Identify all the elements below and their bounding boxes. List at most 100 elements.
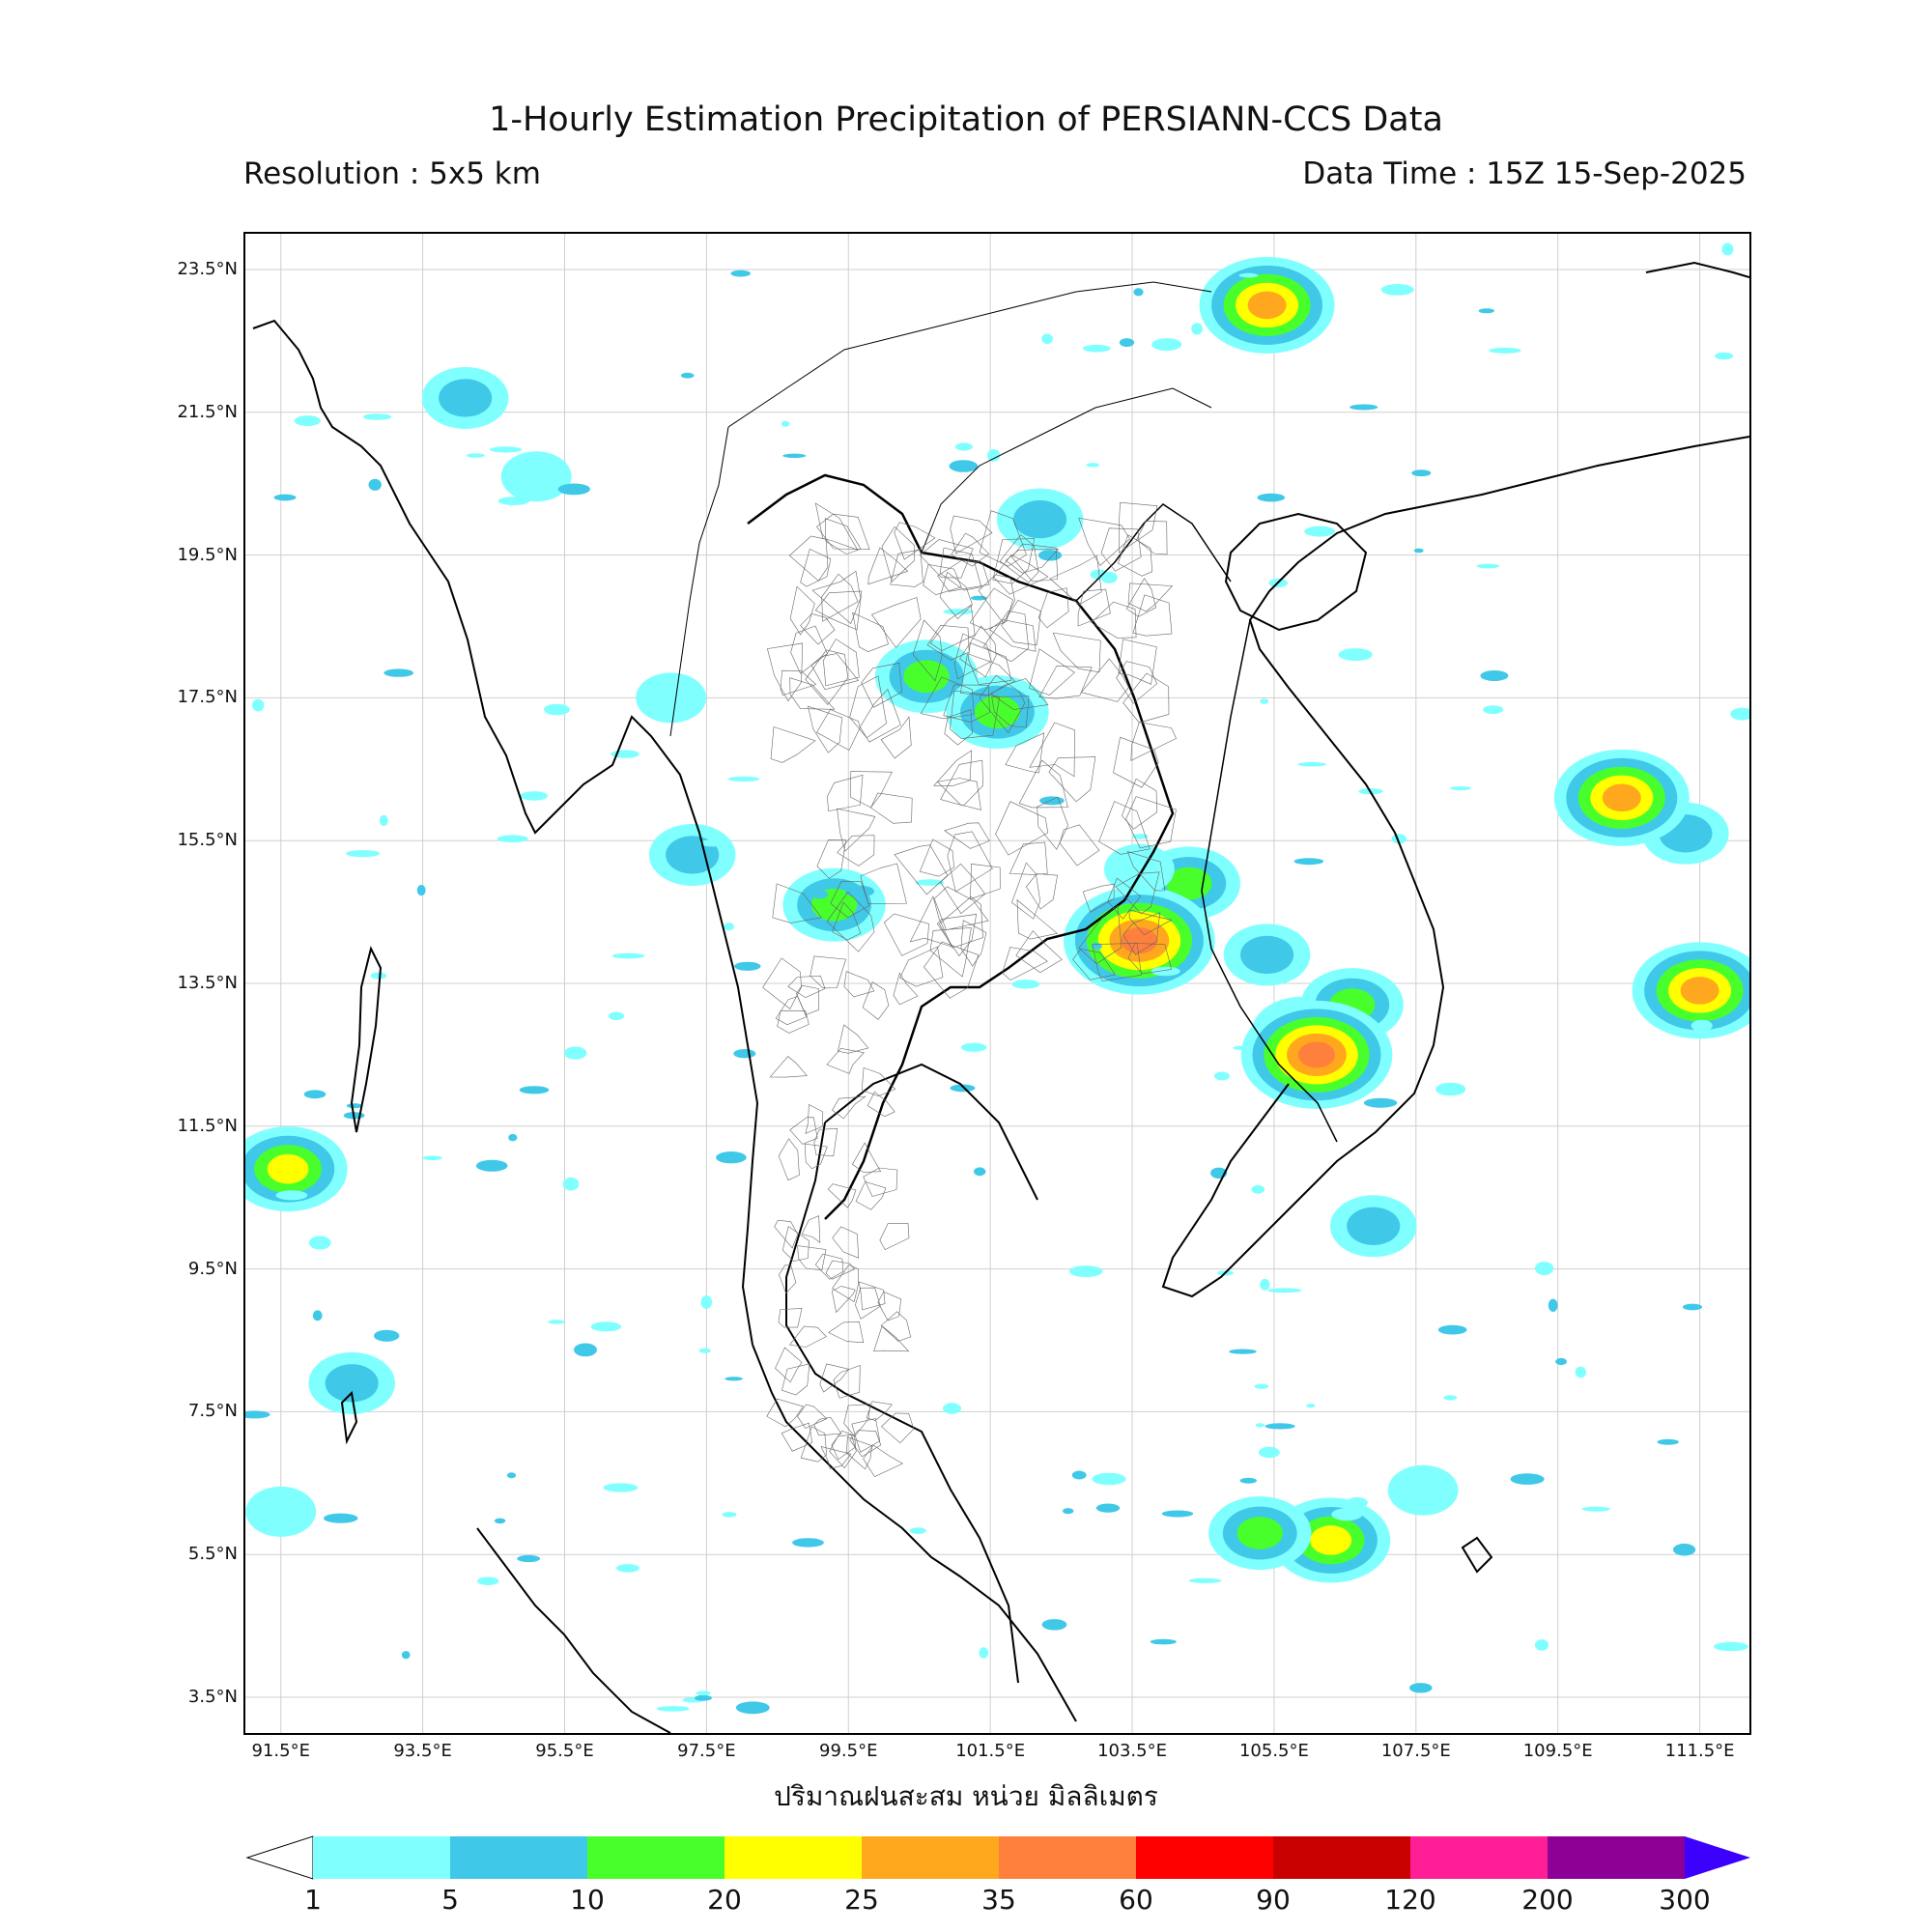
province-boundary [813, 1416, 842, 1436]
province-borders [762, 501, 1177, 1477]
rain-speckle [1555, 1357, 1567, 1366]
lon-tick-label: 107.5°E [1380, 1741, 1451, 1761]
colorbar-segment [862, 1836, 999, 1879]
province-boundary [873, 1325, 910, 1352]
province-boundary [1082, 883, 1115, 913]
province-boundary [863, 1444, 904, 1477]
rain-speckle [699, 839, 724, 847]
rain-cell [1347, 1207, 1401, 1245]
rain-speckle [1331, 1508, 1363, 1521]
rain-speckle [1239, 1477, 1258, 1484]
colorbar-tick: 1 [304, 1884, 322, 1916]
province-boundary [920, 676, 975, 720]
province-boundary [1118, 639, 1157, 685]
rain-speckle [1191, 323, 1203, 335]
rain-speckle [1306, 1404, 1316, 1408]
rain-speckle [1411, 469, 1432, 477]
coastline-andaman [350, 946, 383, 1133]
rain-speckle [1264, 1423, 1295, 1430]
province-boundary [775, 996, 808, 1026]
province-boundary [814, 1253, 844, 1280]
rain-speckle [970, 595, 987, 601]
rain-speckle [943, 609, 974, 615]
rain-speckle [1161, 1510, 1194, 1518]
colorbar-segment [1273, 1836, 1410, 1879]
province-boundary [800, 1426, 828, 1463]
province-boundary [947, 831, 993, 893]
rain-speckle [1690, 1019, 1713, 1032]
province-boundary [1127, 943, 1173, 975]
rain-speckle [1575, 1366, 1587, 1378]
rain-speckle [943, 1403, 961, 1414]
rain-speckle [1255, 1423, 1265, 1428]
rain-speckle [656, 1706, 690, 1712]
province-boundary [880, 716, 912, 759]
colorbar-tick: 10 [570, 1884, 605, 1916]
province-boundary [1078, 517, 1130, 566]
rain-cell [1602, 783, 1641, 812]
province-boundary [1125, 796, 1177, 849]
rain-speckle [1132, 834, 1149, 839]
rain-speckle [1086, 463, 1099, 468]
province-boundary [830, 880, 869, 919]
rain-speckle [960, 1042, 987, 1052]
rain-speckle [1483, 705, 1504, 714]
province-boundary [789, 1117, 818, 1145]
colorbar-tick: 60 [1119, 1884, 1153, 1916]
province-boundary [766, 1398, 804, 1428]
province-boundary [778, 1308, 803, 1328]
rain-cell [325, 1364, 379, 1403]
province-boundary [843, 971, 875, 998]
rain-speckle [1214, 1071, 1230, 1081]
rain-speckle [312, 1310, 323, 1321]
province-boundary [919, 539, 974, 579]
province-boundary [919, 838, 954, 877]
rain-speckle [1721, 242, 1734, 256]
rain-cell [1680, 977, 1719, 1005]
rain-cell [1310, 1525, 1352, 1555]
province-boundary [1100, 527, 1142, 572]
rain-speckle [680, 372, 695, 379]
rain-speckle [273, 494, 297, 501]
province-boundary [796, 984, 820, 1015]
province-boundary [870, 792, 913, 824]
rain-speckle [1068, 1265, 1103, 1278]
rain-speckle [494, 1518, 506, 1524]
province-boundary [816, 838, 847, 879]
province-boundary [861, 663, 902, 708]
rain-speckle [384, 668, 413, 677]
province-boundary [1080, 658, 1129, 702]
coastline-south-china [1645, 261, 1749, 278]
province-boundary [849, 675, 887, 739]
province-boundary [1011, 862, 1041, 920]
border-myanmar-thai [669, 426, 729, 737]
rain-speckle [1258, 1446, 1280, 1459]
province-boundary [789, 677, 836, 710]
rain-speckle [1133, 288, 1144, 297]
province-boundary [1037, 796, 1068, 850]
rain-speckle [506, 1472, 517, 1479]
province-boundary [770, 726, 816, 763]
rain-speckle [294, 415, 321, 427]
province-boundary [860, 863, 907, 904]
rain-speckle [346, 850, 381, 858]
rain-speckle [275, 1190, 308, 1201]
rain-speckle [1380, 284, 1414, 296]
colorbar-tick: 200 [1521, 1884, 1574, 1916]
rain-speckle [1443, 1395, 1458, 1401]
province-boundary [940, 759, 983, 807]
rain-cell [1121, 927, 1158, 954]
province-boundary [894, 844, 949, 895]
rain-speckle [730, 270, 751, 277]
province-boundary [1125, 578, 1156, 617]
province-boundary [1009, 841, 1048, 875]
rain-speckle [489, 446, 523, 453]
colorbar-segment [1548, 1836, 1685, 1879]
province-boundary [1107, 877, 1142, 920]
rain-speckle [1151, 966, 1180, 977]
rain-speckle [724, 923, 734, 931]
province-boundary [779, 1264, 797, 1294]
colorbar-segment [1410, 1836, 1548, 1879]
rain-speckle [1293, 858, 1324, 866]
province-boundary [849, 1430, 882, 1458]
